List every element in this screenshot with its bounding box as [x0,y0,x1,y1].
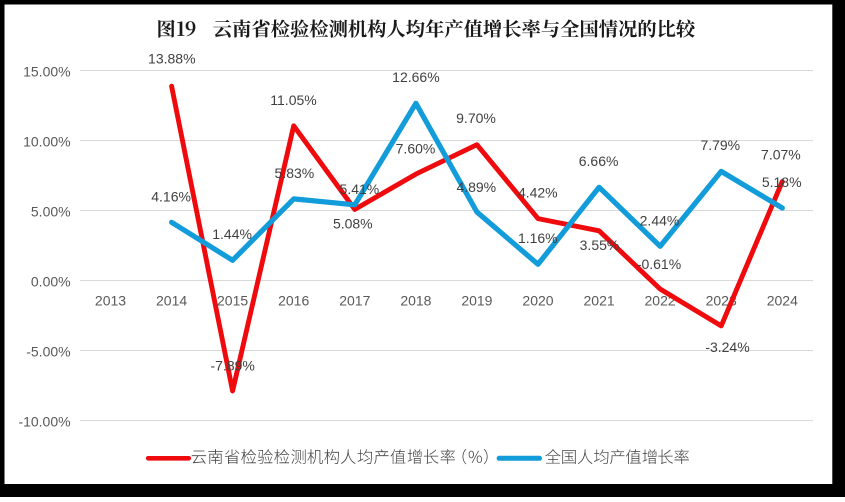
svg-text:2015: 2015 [217,293,248,309]
svg-text:9.70%: 9.70% [456,110,496,126]
svg-text:5.41%: 5.41% [340,181,380,197]
svg-text:-7.89%: -7.89% [211,358,255,374]
svg-text:2.44%: 2.44% [640,212,680,228]
svg-text:7.60%: 7.60% [396,140,436,156]
svg-text:2013: 2013 [95,293,126,309]
svg-text:5.18%: 5.18% [762,174,802,190]
svg-text:5.83%: 5.83% [275,165,315,181]
svg-text:4.89%: 4.89% [456,179,496,195]
svg-text:1.44%: 1.44% [212,226,252,242]
svg-text:2014: 2014 [156,293,187,309]
svg-text:5.08%: 5.08% [333,215,373,231]
svg-text:-0.61%: -0.61% [637,256,681,272]
svg-text:-10.00%: -10.00% [18,413,70,429]
svg-text:2016: 2016 [278,293,309,309]
svg-text:3.55%: 3.55% [580,237,620,253]
svg-text:12.66%: 12.66% [392,69,439,85]
svg-text:4.16%: 4.16% [151,188,191,204]
svg-text:2018: 2018 [400,293,431,309]
svg-text:11.05%: 11.05% [270,92,316,108]
svg-text:2017: 2017 [339,293,370,309]
svg-text:15.00%: 15.00% [23,63,70,79]
svg-text:4.42%: 4.42% [518,184,558,200]
svg-text:2020: 2020 [522,293,553,309]
svg-text:-5.00%: -5.00% [26,343,70,359]
svg-text:2021: 2021 [584,293,615,309]
svg-text:10.00%: 10.00% [23,133,70,149]
svg-text:0.00%: 0.00% [31,273,71,289]
svg-text:2019: 2019 [461,293,492,309]
svg-text:5.00%: 5.00% [31,203,71,219]
svg-text:7.79%: 7.79% [700,137,740,153]
svg-text:7.07%: 7.07% [761,147,801,163]
svg-text:6.66%: 6.66% [579,153,619,169]
svg-text:-3.24%: -3.24% [705,339,749,355]
svg-text:1.16%: 1.16% [518,230,558,246]
svg-text:2024: 2024 [767,293,798,309]
svg-text:13.88%: 13.88% [148,51,195,67]
